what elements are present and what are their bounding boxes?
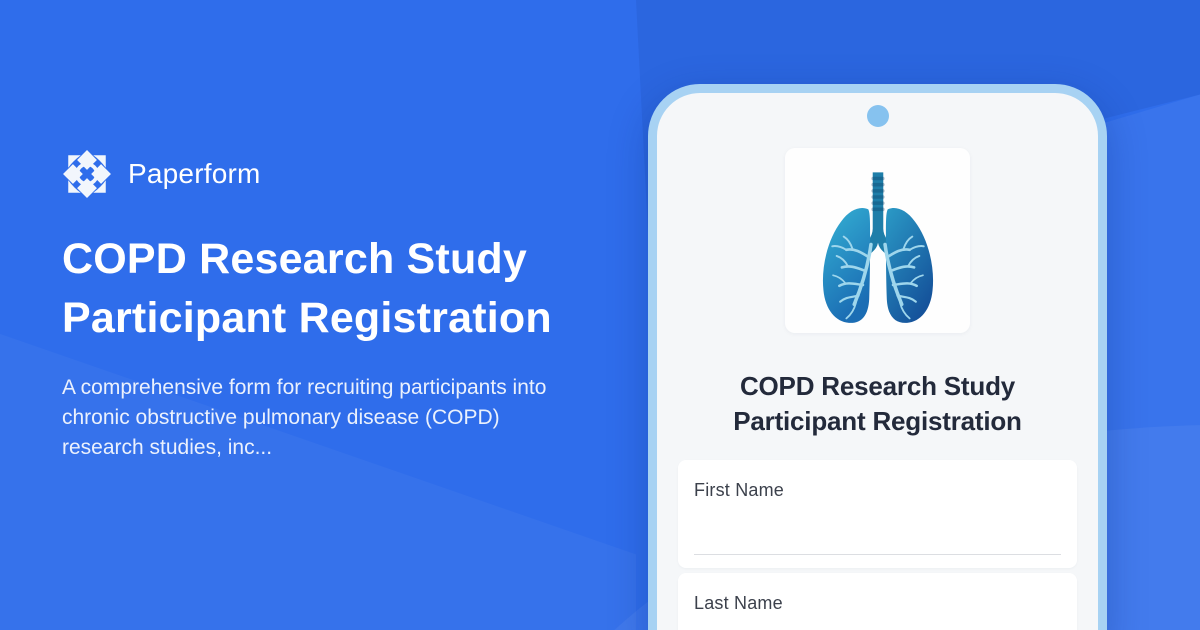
brand: Paperform	[62, 148, 622, 200]
brand-name: Paperform	[128, 158, 261, 189]
hero-section: Paperform COPD Research Study Participan…	[62, 148, 622, 463]
paperform-flower-icon	[63, 150, 111, 198]
text-input[interactable]	[694, 554, 1061, 555]
field-label: First Name	[694, 480, 785, 500]
page-description: A comprehensive form for recruiting part…	[62, 376, 547, 459]
page-title: COPD Research Study Participant Registra…	[62, 235, 552, 342]
form-title: COPD Research Study Participant Registra…	[733, 371, 1022, 436]
camera-dot	[866, 105, 889, 127]
field-label: Last Name	[694, 593, 783, 613]
phone-mockup: COPD Research Study Participant Registra…	[648, 84, 1107, 630]
field-first-name[interactable]: First Name	[678, 460, 1077, 568]
lungs-illustration	[785, 148, 970, 333]
field-last-name[interactable]: Last Name	[678, 573, 1077, 630]
